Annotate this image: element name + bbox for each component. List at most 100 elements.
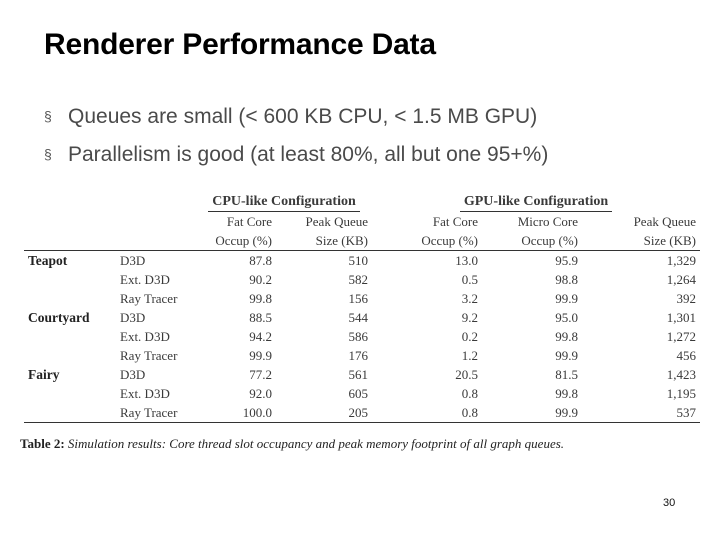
value-cell-gpu-micro: 99.8 (555, 329, 578, 344)
value-cell-gpu-micro: 99.8 (555, 386, 578, 401)
table-body: Teapot D3D 87.8 510 13.0 95.9 1,329 Ext. D3D 90.… (24, 251, 701, 423)
value-cell-cpu-peak: 176 (348, 348, 369, 363)
performance-table-figure: CPU-like Configuration GPU-like Configur… (24, 192, 701, 423)
caption-text: Simulation results: Core thread slot occ… (67, 436, 565, 451)
col-header-cpu-fat: Fat Core (226, 214, 272, 229)
table-row: Ext. D3D 94.2 586 0.2 99.8 1,272 (24, 327, 700, 346)
value-cell-cpu-peak: 544 (348, 310, 369, 325)
value-cell-gpu-fat: 3.2 (461, 291, 478, 306)
scene-cell (24, 289, 116, 308)
bullet-marker-icon: § (44, 146, 52, 162)
col-header-gpu-micro: Micro Core (517, 214, 578, 229)
table-row: Ray Tracer 99.9 176 1.2 99.9 456 (24, 346, 700, 365)
value-cell-gpu-fat: 0.8 (461, 386, 478, 401)
value-cell-gpu-micro: 99.9 (555, 291, 578, 306)
value-cell-cpu-peak: 586 (348, 329, 369, 344)
value-cell-cpu-fat: 90.2 (249, 272, 272, 287)
renderer-cell: D3D (120, 367, 146, 382)
bullet-marker-icon: § (44, 108, 52, 124)
scene-cell: Courtyard (28, 310, 90, 325)
scene-cell: Teapot (28, 253, 68, 268)
bullet-list: § Queues are small (< 600 KB CPU, < 1.5 … (44, 105, 548, 181)
value-cell-cpu-fat: 99.8 (249, 291, 272, 306)
table-caption: Table 2: Simulation results: Core thread… (20, 436, 700, 452)
value-cell-gpu-micro: 81.5 (555, 367, 578, 382)
slide-title: Renderer Performance Data (44, 28, 436, 61)
renderer-cell: Ext. D3D (120, 386, 170, 401)
renderer-cell: D3D (120, 253, 146, 268)
col-unit-cpu-peak: Size (KB) (276, 231, 372, 251)
scene-cell (24, 327, 116, 346)
performance-table: CPU-like Configuration GPU-like Configur… (24, 192, 701, 423)
table-row: Teapot D3D 87.8 510 13.0 95.9 1,329 (24, 251, 700, 271)
col-header-gpu-peak: Peak Queue (633, 214, 697, 229)
table-row: Courtyard D3D 88.5 544 9.2 95.0 1,301 (24, 308, 700, 327)
renderer-cell: D3D (120, 310, 146, 325)
scene-cell (24, 270, 116, 289)
scene-cell: Fairy (28, 367, 60, 382)
col-header-gpu-fat: Fat Core (432, 214, 478, 229)
value-cell-cpu-peak: 205 (276, 403, 372, 423)
col-unit-gpu-fat: Occup (%) (372, 231, 482, 251)
scene-cell (24, 346, 116, 365)
renderer-cell: Ext. D3D (120, 272, 170, 287)
value-cell-gpu-micro: 98.8 (555, 272, 578, 287)
value-cell-gpu-micro: 95.9 (555, 253, 578, 268)
value-cell-gpu-micro: 99.9 (482, 403, 582, 423)
value-cell-cpu-fat: 88.5 (249, 310, 272, 325)
value-cell-gpu-peak: 1,301 (666, 310, 697, 325)
value-cell-gpu-fat: 20.5 (455, 367, 478, 382)
col-header-cpu-peak: Peak Queue (305, 214, 368, 229)
caption-label: Table 2: (20, 436, 65, 451)
col-unit-gpu-micro: Occup (%) (482, 231, 582, 251)
table-row: Ray Tracer 100.0 205 0.8 99.9 537 (24, 403, 701, 423)
value-cell-cpu-peak: 561 (348, 367, 369, 382)
value-cell-gpu-peak: 537 (582, 403, 701, 423)
value-cell-cpu-peak: 510 (348, 253, 369, 268)
renderer-cell: Ray Tracer (120, 348, 178, 363)
bullet-item: § Parallelism is good (at least 80%, all… (44, 143, 548, 181)
gpu-config-header: GPU-like Configuration (459, 192, 613, 212)
value-cell-cpu-peak: 582 (348, 272, 369, 287)
value-cell-gpu-peak: 1,329 (666, 253, 697, 268)
renderer-cell: Ray Tracer (116, 403, 196, 423)
renderer-cell: Ray Tracer (120, 291, 178, 306)
renderer-cell: Ext. D3D (120, 329, 170, 344)
table-row: Ext. D3D 90.2 582 0.5 98.8 1,264 (24, 270, 700, 289)
value-cell-gpu-fat: 13.0 (455, 253, 478, 268)
bullet-text: Parallelism is good (at least 80%, all b… (68, 143, 549, 166)
bullet-text: Queues are small (< 600 KB CPU, < 1.5 MB… (68, 105, 538, 128)
value-cell-gpu-fat: 1.2 (461, 348, 478, 363)
cpu-config-header: CPU-like Configuration (208, 192, 360, 212)
value-cell-cpu-peak: 605 (348, 386, 369, 401)
table-header-row: Fat Core Peak Queue Fat Core Micro Core … (24, 212, 700, 231)
bullet-item: § Queues are small (< 600 KB CPU, < 1.5 … (44, 105, 548, 143)
page-number: 30 (663, 497, 676, 509)
table-header-row: Occup (%) Size (KB) Occup (%) Occup (%) … (24, 231, 701, 251)
value-cell-gpu-fat: 9.2 (461, 310, 478, 325)
table-group-header-row: CPU-like Configuration GPU-like Configur… (24, 192, 700, 212)
col-unit-cpu-fat: Occup (%) (196, 231, 276, 251)
value-cell-gpu-fat: 0.8 (372, 403, 482, 423)
value-cell-gpu-fat: 0.2 (461, 329, 478, 344)
value-cell-gpu-peak: 392 (676, 291, 697, 306)
scene-cell (24, 403, 116, 423)
value-cell-cpu-fat: 99.9 (249, 348, 272, 363)
table-row: Fairy D3D 77.2 561 20.5 81.5 1,423 (24, 365, 700, 384)
value-cell-cpu-peak: 156 (348, 291, 369, 306)
value-cell-cpu-fat: 87.8 (249, 253, 272, 268)
value-cell-gpu-micro: 95.0 (555, 310, 578, 325)
value-cell-gpu-peak: 456 (676, 348, 697, 363)
value-cell-gpu-peak: 1,195 (666, 386, 697, 401)
value-cell-gpu-peak: 1,423 (666, 367, 697, 382)
value-cell-cpu-fat: 94.2 (249, 329, 272, 344)
table-row: Ray Tracer 99.8 156 3.2 99.9 392 (24, 289, 700, 308)
value-cell-cpu-fat: 100.0 (196, 403, 276, 423)
value-cell-cpu-fat: 92.0 (249, 386, 272, 401)
value-cell-gpu-peak: 1,264 (666, 272, 697, 287)
value-cell-cpu-fat: 77.2 (249, 367, 272, 382)
value-cell-gpu-peak: 1,272 (666, 329, 697, 344)
table-row: Ext. D3D 92.0 605 0.8 99.8 1,195 (24, 384, 700, 403)
col-unit-gpu-peak: Size (KB) (582, 231, 701, 251)
value-cell-gpu-fat: 0.5 (461, 272, 478, 287)
